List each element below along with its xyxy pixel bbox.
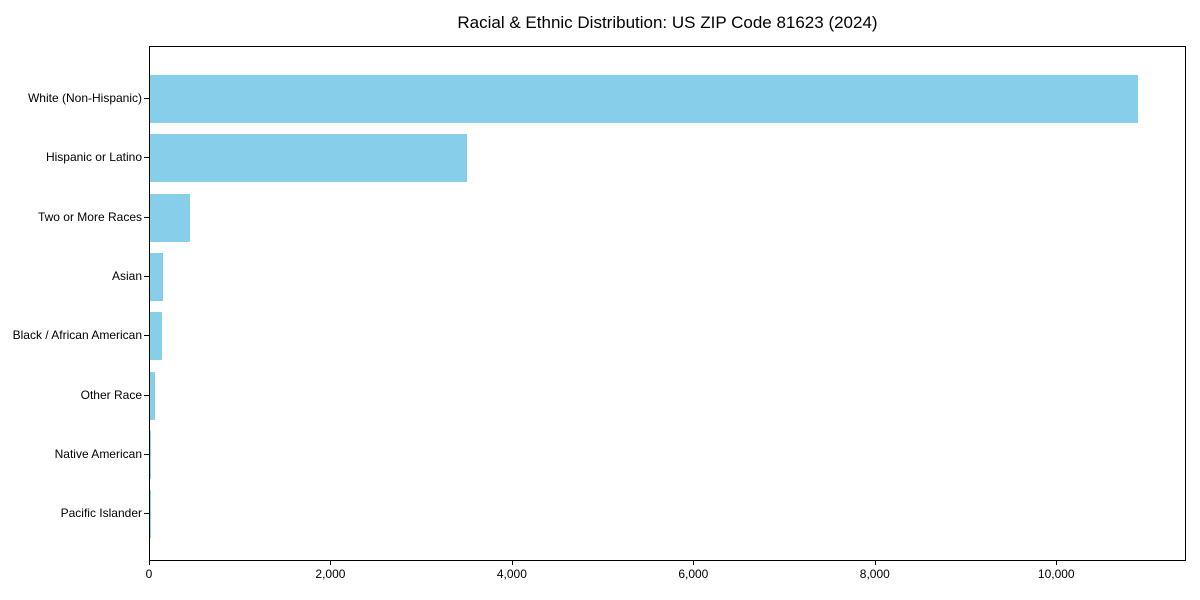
y-axis-tick xyxy=(144,394,149,396)
y-axis-category-label: Hispanic or Latino xyxy=(45,150,142,165)
x-axis-tick-label: 4,000 xyxy=(496,567,527,581)
y-axis-category-label: Pacific Islander xyxy=(60,506,142,521)
y-axis-tick xyxy=(144,216,149,218)
x-axis-tick xyxy=(874,561,876,565)
x-axis-tick xyxy=(511,561,513,565)
plot-area xyxy=(149,46,1186,561)
y-axis-tick xyxy=(144,275,149,277)
x-axis-tick xyxy=(1056,561,1058,565)
y-axis-tick xyxy=(144,157,149,159)
y-axis-tick xyxy=(144,513,149,515)
y-axis-tick xyxy=(144,98,149,99)
x-axis-tick-label: 0 xyxy=(145,567,153,581)
bar-white-non-hispanic xyxy=(150,75,1138,123)
bar-hispanic-or-latino xyxy=(150,134,467,183)
chart-title: Racial & Ethnic Distribution: US ZIP Cod… xyxy=(457,13,878,32)
x-axis-tick-label: 2,000 xyxy=(315,567,346,581)
x-axis-tick xyxy=(330,561,332,565)
y-axis-tick xyxy=(144,453,149,455)
y-axis-tick xyxy=(144,335,149,337)
x-axis-tick-label: 8,000 xyxy=(859,567,890,581)
bar-native-american xyxy=(150,430,152,479)
x-axis-tick xyxy=(693,561,695,565)
y-axis-category-label: Two or More Races xyxy=(37,209,142,224)
y-axis-category-label: Native American xyxy=(54,446,142,461)
x-axis-tick xyxy=(149,561,150,565)
bar-other-race xyxy=(150,371,155,420)
x-axis-tick-label: 10,000 xyxy=(1037,567,1075,581)
bar-two-or-more-races xyxy=(150,193,191,242)
y-axis-category-label: Black / African American xyxy=(12,328,142,343)
y-axis-category-label: Asian xyxy=(111,268,142,283)
y-axis-category-label: White (Non-Hispanic) xyxy=(27,91,142,105)
bar-black-african-american xyxy=(150,312,162,361)
bar-asian xyxy=(150,252,163,301)
x-axis-tick-label: 6,000 xyxy=(678,567,709,581)
y-axis-category-label: Other Race xyxy=(80,387,142,402)
